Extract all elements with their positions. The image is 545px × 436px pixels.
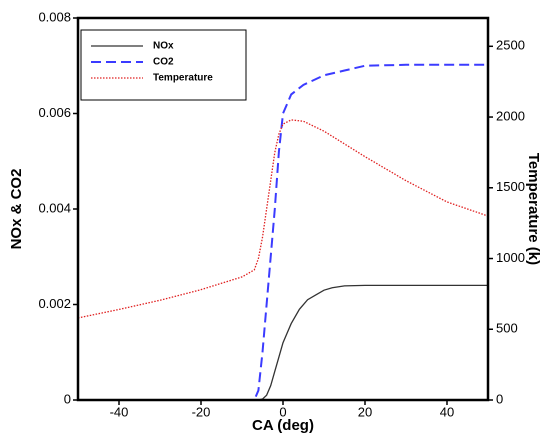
x-tick-label: -40 bbox=[110, 404, 129, 419]
y-tick-label: 0.002 bbox=[38, 296, 71, 311]
series-line bbox=[78, 63, 488, 401]
plot-frame bbox=[76, 16, 490, 402]
legend-label: Temperature bbox=[153, 73, 213, 84]
y2-tick-label: 1000 bbox=[496, 250, 525, 265]
x-tick-label: 0 bbox=[279, 404, 286, 419]
y2-axis-title: Temperature (k) bbox=[525, 153, 542, 265]
x-axis-title: CA (deg) bbox=[252, 417, 314, 434]
legend-label: NOx bbox=[153, 41, 174, 52]
y-tick-label: 0.006 bbox=[38, 105, 71, 120]
series-line bbox=[78, 284, 488, 401]
legend-box bbox=[80, 29, 247, 101]
y-axis-title: NOx & CO2 bbox=[8, 169, 25, 250]
y2-tick-label: 1500 bbox=[496, 179, 525, 194]
y-tick-label: 0 bbox=[64, 391, 71, 406]
y2-tick-label: 2500 bbox=[496, 38, 525, 53]
series-line bbox=[77, 119, 489, 319]
y-tick-label: 0.004 bbox=[38, 200, 71, 215]
y-tick-label: 0.008 bbox=[38, 9, 71, 24]
x-tick-label: 40 bbox=[440, 404, 454, 419]
x-tick-label: 20 bbox=[358, 404, 372, 419]
y2-tick-label: 0 bbox=[496, 391, 503, 406]
legend-label: CO2 bbox=[153, 57, 174, 68]
y2-tick-label: 500 bbox=[496, 321, 518, 336]
y2-tick-label: 2000 bbox=[496, 108, 525, 123]
x-tick-label: -20 bbox=[192, 404, 211, 419]
